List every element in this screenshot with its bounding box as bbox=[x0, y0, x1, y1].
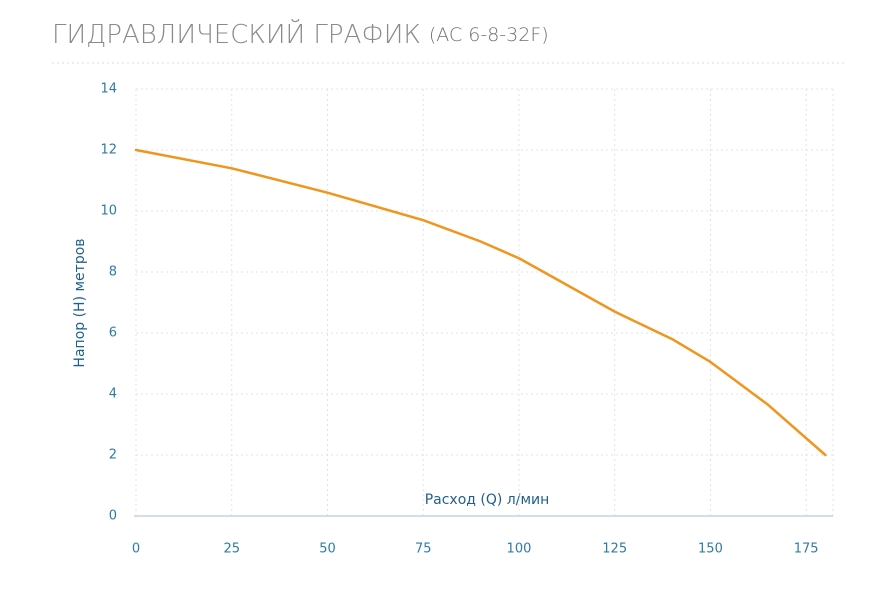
y-axis-label: Напор (H) метров bbox=[72, 238, 88, 367]
y-tick-label: 14 bbox=[100, 82, 117, 97]
title-text: ГИДРАВЛИЧЕСКИЙ ГРАФИК bbox=[52, 18, 421, 50]
x-tick-label: 75 bbox=[415, 542, 432, 557]
x-tick-label: 100 bbox=[507, 542, 532, 557]
y-tick-label: 6 bbox=[109, 326, 117, 341]
x-tick-label: 125 bbox=[602, 542, 627, 557]
x-tick-label: 50 bbox=[319, 542, 336, 557]
chart-title: ГИДРАВЛИЧЕСКИЙ ГРАФИК (AC 6-8-32F) bbox=[52, 18, 549, 50]
x-tick-label: 175 bbox=[794, 542, 819, 557]
x-tick-label: 25 bbox=[223, 542, 240, 557]
x-axis-label: Расход (Q) л/мин bbox=[425, 492, 550, 508]
y-tick-label: 8 bbox=[109, 265, 117, 280]
data-line bbox=[134, 148, 827, 457]
subtitle: (AC 6-8-32F) bbox=[429, 24, 549, 46]
y-tick-label: 12 bbox=[100, 143, 117, 158]
y-tick-label: 4 bbox=[109, 387, 117, 402]
x-tick-label: 0 bbox=[132, 542, 140, 557]
y-tick-label: 10 bbox=[100, 204, 117, 219]
y-tick-label: 2 bbox=[109, 448, 117, 463]
y-tick-label: 0 bbox=[109, 509, 117, 524]
x-tick-label: 150 bbox=[698, 542, 723, 557]
